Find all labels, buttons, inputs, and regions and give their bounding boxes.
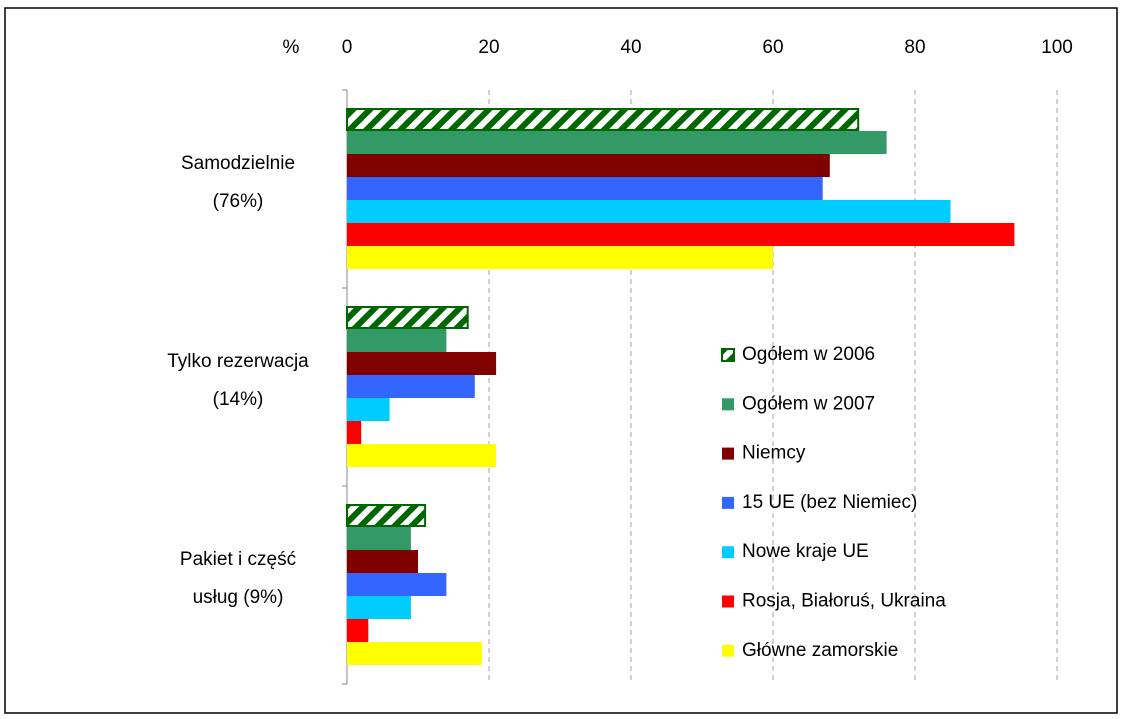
x-tick-label: 80 — [904, 37, 925, 58]
bar — [347, 619, 369, 642]
bar — [346, 306, 469, 329]
legend-label: Główne zamorskie — [742, 640, 898, 661]
bar — [347, 573, 447, 596]
legend-label: Niemcy — [742, 443, 806, 464]
legend-swatch — [722, 546, 734, 559]
bar — [347, 131, 887, 154]
legend-swatch — [722, 595, 734, 608]
legend-swatch — [721, 348, 735, 362]
bar — [346, 504, 427, 527]
legend-swatch — [722, 398, 734, 411]
category-label: usług (9%) — [193, 587, 284, 608]
bar — [347, 223, 1015, 246]
bar — [347, 375, 475, 398]
x-tick-label: 0 — [342, 37, 353, 58]
bar — [347, 398, 390, 421]
category-label: Samodzielnie — [181, 153, 295, 174]
legend-label: Ogółem w 2007 — [742, 393, 875, 414]
bar — [347, 329, 447, 352]
bar — [347, 596, 411, 619]
legend-label: Nowe kraje UE — [742, 541, 869, 562]
bar — [347, 444, 497, 467]
legend-swatch — [722, 644, 734, 657]
legend-label: Ogółem w 2006 — [742, 344, 875, 365]
x-tick-label: 20 — [478, 37, 499, 58]
category-label: Tylko rezerwacja — [167, 351, 309, 372]
bar — [347, 421, 362, 444]
axis-label: % — [283, 37, 300, 58]
bar — [347, 154, 830, 177]
bar — [347, 642, 482, 665]
legend-label: 15 UE (bez Niemiec) — [742, 492, 917, 513]
bar — [347, 352, 497, 375]
bar — [347, 177, 823, 200]
bar — [347, 200, 951, 223]
bar — [347, 550, 418, 573]
category-label: Pakiet i część — [180, 549, 296, 570]
x-tick-label: 40 — [620, 37, 641, 58]
category-label: (76%) — [213, 191, 264, 212]
bar — [346, 108, 860, 131]
bar — [347, 527, 411, 550]
x-tick-label: 60 — [762, 37, 783, 58]
legend-label: Rosja, Białoruś, Ukraina — [742, 591, 946, 612]
x-tick-label: 100 — [1041, 37, 1073, 58]
legend-swatch — [722, 496, 734, 509]
legend-swatch — [722, 447, 734, 460]
bar — [347, 246, 773, 269]
category-label: (14%) — [213, 389, 264, 410]
